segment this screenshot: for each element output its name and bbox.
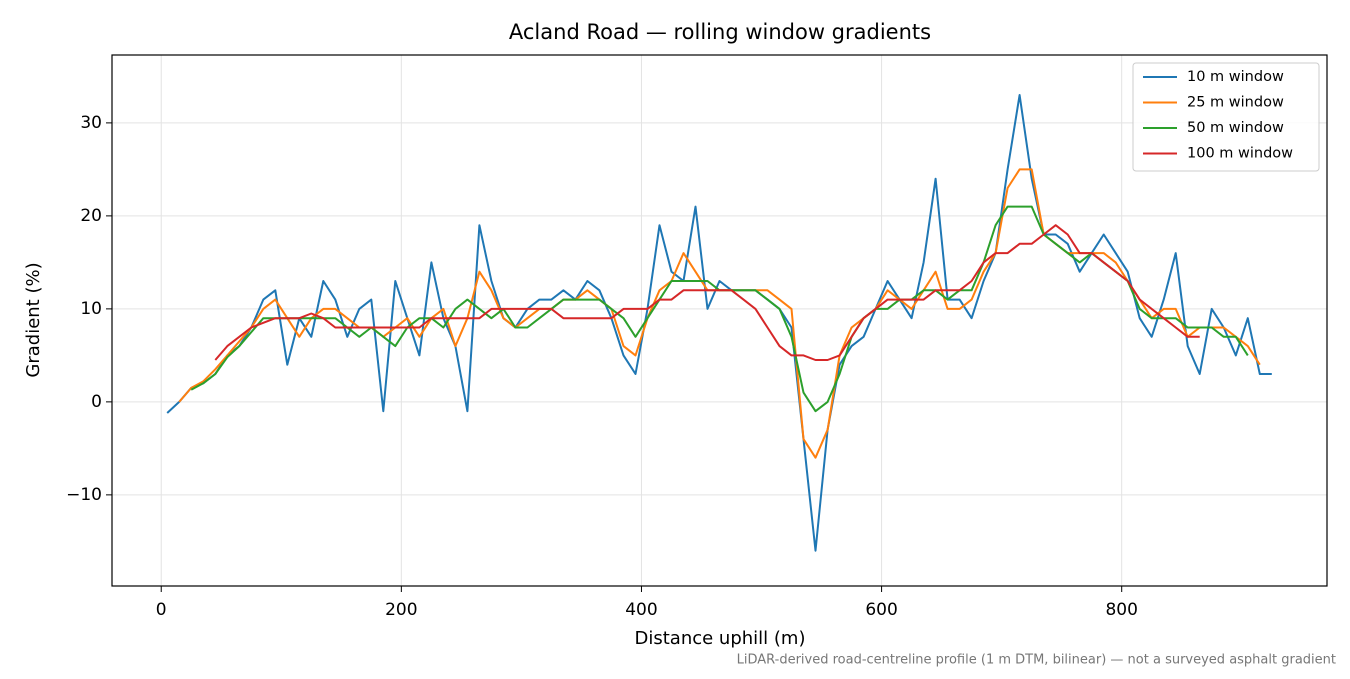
chart-title: Acland Road — rolling window gradients [509,20,931,44]
x-tick-label: 800 [1105,600,1137,620]
y-axis-label: Gradient (%) [23,262,44,377]
legend-box [1132,62,1320,172]
footnote: LiDAR-derived road-centreline profile (1… [737,653,1336,668]
y-tick-label: −10 [66,485,102,505]
legend-label: 100 m window [1187,146,1293,162]
legend-label: 25 m window [1187,95,1284,111]
legend-label: 50 m window [1187,120,1284,136]
series-line [214,224,1200,361]
y-tick-label: 10 [80,299,102,319]
y-tick-label: 30 [80,113,102,133]
x-tick-label: 0 [156,600,167,620]
x-tick-label: 200 [385,600,417,620]
legend-label: 10 m window [1187,69,1284,85]
plot-frame [111,54,1328,587]
series-line [166,94,1272,552]
series-line [178,168,1261,459]
y-tick-label: 0 [91,392,102,412]
x-axis-label: Distance uphill (m) [635,628,806,649]
y-tick-label: 20 [80,206,102,226]
legend: 10 m window 25 m window 50 m window 100 m w… [1132,62,1320,172]
x-tick-label: 400 [625,600,657,620]
x-tick-label: 600 [865,600,897,620]
